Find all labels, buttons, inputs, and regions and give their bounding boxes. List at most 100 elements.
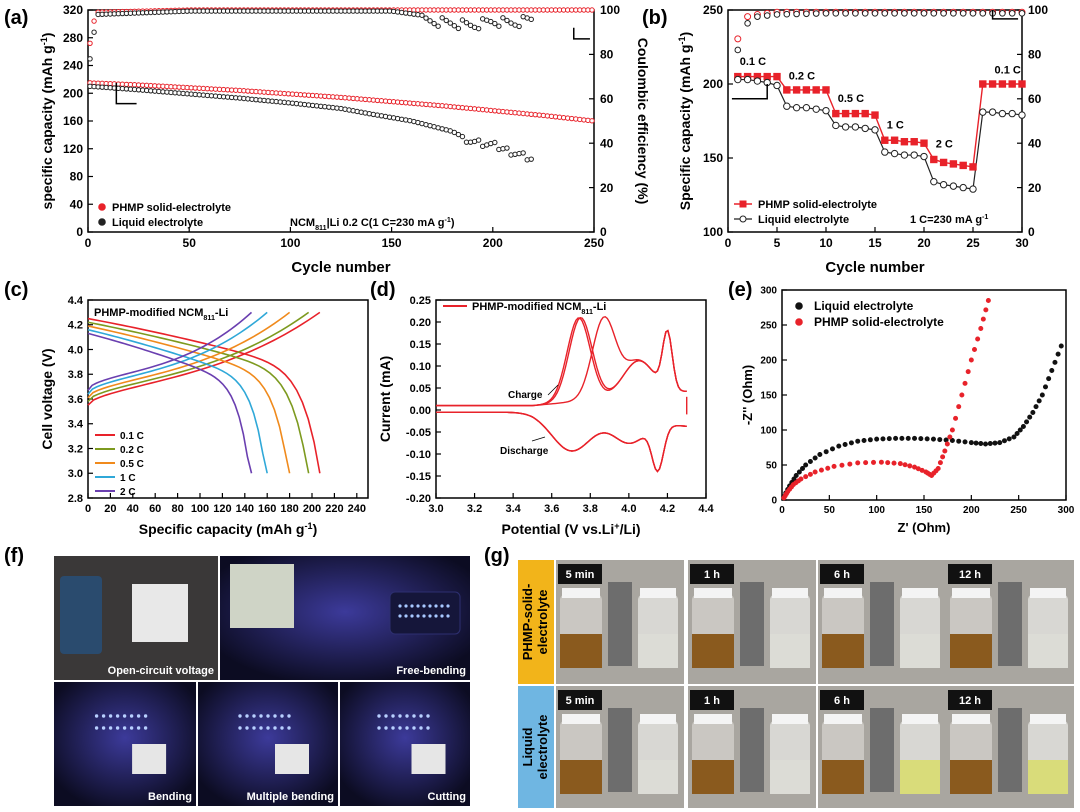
led-dot bbox=[122, 714, 127, 718]
led-dot bbox=[422, 614, 426, 618]
eis-point-liquid bbox=[1058, 343, 1064, 349]
y-tick-label: 200 bbox=[63, 86, 83, 100]
eis-point-phmp bbox=[885, 460, 891, 466]
y-tick-label: 4.2 bbox=[68, 320, 83, 332]
rate-point-liquid bbox=[773, 81, 781, 90]
ce-point-phmp bbox=[734, 35, 742, 43]
rate-point-phmp bbox=[832, 109, 840, 118]
time-badge bbox=[558, 690, 602, 710]
eis-point-liquid bbox=[983, 441, 989, 447]
rate-point-liquid bbox=[910, 151, 918, 159]
x-tick-label: 0 bbox=[725, 236, 732, 250]
ce-point-liquid bbox=[940, 10, 947, 17]
vial-cap bbox=[694, 714, 732, 724]
ce-point-liquid bbox=[419, 12, 425, 18]
led-dot bbox=[428, 604, 432, 608]
led-dot bbox=[440, 614, 444, 618]
led-dot bbox=[143, 714, 148, 718]
text-span: ) bbox=[451, 217, 455, 229]
panel-label-c: (c) bbox=[4, 279, 28, 301]
clamp-shape bbox=[998, 708, 1022, 792]
rate-point-phmp bbox=[861, 109, 869, 118]
rate-point-phmp bbox=[822, 86, 830, 94]
vial-liquid-clear bbox=[770, 760, 810, 794]
eis-point-liquid bbox=[924, 436, 930, 442]
y-tick-label: 0 bbox=[76, 225, 83, 239]
led-dot bbox=[252, 726, 256, 730]
eis-point-liquid bbox=[817, 451, 823, 457]
ce-point-liquid bbox=[443, 17, 449, 24]
x-tick-label: 20 bbox=[104, 503, 116, 515]
eis-point-liquid bbox=[918, 436, 924, 442]
y-tick-label: 100 bbox=[703, 225, 723, 239]
multimeter-shape bbox=[60, 576, 102, 654]
x-tick-label: 5 bbox=[774, 236, 781, 250]
led-dot bbox=[391, 726, 395, 730]
eis-point-liquid bbox=[968, 440, 974, 446]
led-dot bbox=[238, 726, 242, 730]
ce-point-liquid bbox=[783, 10, 791, 18]
ce-point-liquid bbox=[822, 10, 830, 17]
time-label: 5 min bbox=[566, 695, 595, 707]
eis-point-phmp bbox=[818, 467, 824, 473]
vial-liquid-brown bbox=[692, 634, 734, 668]
led-dot bbox=[377, 726, 381, 730]
cv-cathodic-curve bbox=[436, 411, 687, 473]
vial-cap bbox=[772, 714, 808, 724]
vial-liquid-brown bbox=[560, 760, 602, 794]
legend-label: 0.2 C bbox=[120, 445, 144, 456]
battery-pouch-shape bbox=[275, 744, 309, 774]
photo-caption: Bending bbox=[148, 791, 192, 803]
y-tick-label: 4.0 bbox=[68, 344, 83, 356]
eis-point-liquid bbox=[1014, 430, 1020, 436]
ce-point-liquid bbox=[455, 25, 462, 32]
ce-point-liquid bbox=[1018, 10, 1026, 17]
eis-point-phmp bbox=[907, 463, 913, 469]
text-span: ) bbox=[313, 521, 318, 537]
row-label: PHMP-solid- bbox=[520, 584, 535, 661]
ce-point-liquid bbox=[459, 17, 466, 23]
text-span: 811 bbox=[581, 308, 593, 316]
panel-label-b: (b) bbox=[642, 7, 668, 29]
ce-point-liquid bbox=[435, 23, 441, 29]
y-tick-label: 20 bbox=[1028, 181, 1042, 195]
y-axis-label: Specific capacity (mAh g-1) bbox=[677, 32, 693, 210]
y-axis-label: specific capacity (mAh g-1) bbox=[39, 33, 55, 210]
chart-d: 3.0 3.2 3.4 3.6 3.8 4.0 4.2 4.4 -0.20 -0.15 -0.10 -… bbox=[377, 295, 715, 537]
rate-point-liquid bbox=[949, 182, 958, 190]
eis-point-liquid bbox=[937, 437, 943, 443]
capacity-point-liquid bbox=[528, 156, 534, 162]
eis-point-phmp bbox=[803, 474, 809, 480]
y-tick-label: 320 bbox=[63, 3, 83, 17]
x-tick-label: 0 bbox=[85, 503, 91, 515]
eis-point-phmp bbox=[831, 463, 837, 469]
time-badge bbox=[558, 564, 602, 584]
x-tick-label: 150 bbox=[382, 236, 402, 250]
capacity-point-liquid bbox=[451, 129, 458, 136]
legend-label-phmp: PHMP solid-electrolyte bbox=[814, 315, 944, 329]
eis-point-liquid bbox=[912, 435, 918, 441]
led-dot bbox=[377, 714, 381, 718]
eis-point-phmp bbox=[937, 460, 943, 466]
battery-pouch-shape bbox=[411, 744, 446, 774]
eis-point-phmp bbox=[944, 441, 950, 447]
vial-cap bbox=[640, 714, 676, 724]
y-tick-label: 0.15 bbox=[410, 339, 431, 351]
row-label: Liquid bbox=[520, 727, 535, 766]
y-tick-label: 0 bbox=[771, 496, 777, 507]
x-tick-label: 100 bbox=[280, 236, 300, 250]
led-dot bbox=[419, 714, 423, 718]
text-span: 811 bbox=[203, 314, 215, 322]
eis-point-phmp bbox=[897, 461, 903, 467]
led-dot bbox=[280, 714, 284, 718]
eis-point-liquid bbox=[807, 458, 813, 464]
rate-point-phmp bbox=[939, 158, 948, 167]
text-span: ) bbox=[39, 33, 55, 38]
discharge-arrow bbox=[531, 436, 546, 442]
ce-point-phmp bbox=[87, 40, 93, 46]
ce-point-liquid bbox=[763, 12, 771, 19]
x-tick-label: 160 bbox=[258, 503, 276, 515]
time-label: 5 min bbox=[566, 569, 595, 581]
led-dot bbox=[245, 726, 249, 730]
